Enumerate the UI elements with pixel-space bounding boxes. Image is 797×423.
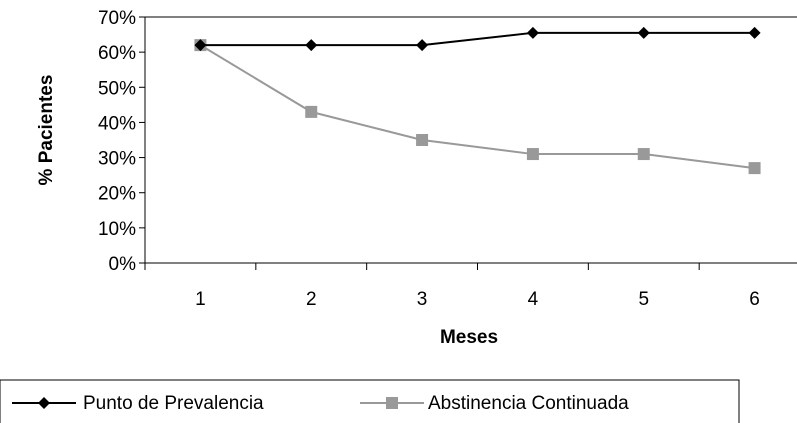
- x-tick-label: 4: [528, 289, 539, 310]
- y-tick-label: 40%: [98, 113, 136, 134]
- series-abstinencia-continuada: [194, 39, 761, 175]
- data-point: [637, 26, 650, 39]
- y-tick-label: 60%: [98, 43, 136, 64]
- data-point: [194, 39, 207, 52]
- legend-item-abstinencia-continuada: Abstinencia Continuada: [360, 393, 629, 414]
- data-point: [748, 26, 761, 39]
- legend-item-punto-de-prevalencia: Punto de Prevalencia: [12, 393, 264, 414]
- y-tick-label: 20%: [98, 184, 136, 205]
- data-point: [416, 39, 429, 52]
- x-tick-label: 2: [306, 289, 317, 310]
- legend-box: [0, 379, 740, 423]
- y-tick-label: 10%: [98, 219, 136, 240]
- data-point: [526, 26, 539, 39]
- y-axis-title: % Pacientes: [36, 75, 57, 186]
- data-point: [526, 148, 539, 161]
- series-line: [199, 44, 755, 170]
- series-layer: [194, 26, 761, 175]
- y-tick-label: 0%: [109, 254, 137, 275]
- data-point: [416, 134, 429, 146]
- data-point: [637, 148, 650, 161]
- legend-marker: [386, 397, 398, 409]
- series-punto-de-prevalencia: [194, 26, 761, 52]
- x-tick-label: 6: [749, 289, 760, 310]
- data-point: [748, 162, 761, 175]
- data-point: [305, 105, 318, 118]
- x-axis: 1 2 3 4 5 6: [144, 262, 797, 310]
- x-tick-label: 3: [417, 289, 428, 310]
- data-point: [305, 39, 318, 52]
- x-tick-label: 1: [195, 289, 206, 310]
- y-tick-label: 50%: [98, 78, 136, 99]
- series-line: [200, 31, 755, 47]
- x-axis-title: Meses: [440, 327, 498, 348]
- y-tick-label: 70%: [98, 8, 136, 29]
- y-tick-label: 30%: [98, 149, 136, 170]
- y-axis: 0% 10% 20% 30% 40% 50% 60% 70%: [98, 8, 146, 275]
- legend-marker: [38, 397, 50, 409]
- legend-label: Abstinencia Continuada: [428, 393, 629, 414]
- legend-label: Punto de Prevalencia: [83, 393, 264, 414]
- legend: Punto de Prevalencia Abstinencia Continua…: [0, 379, 740, 423]
- x-tick-label: 5: [638, 289, 649, 310]
